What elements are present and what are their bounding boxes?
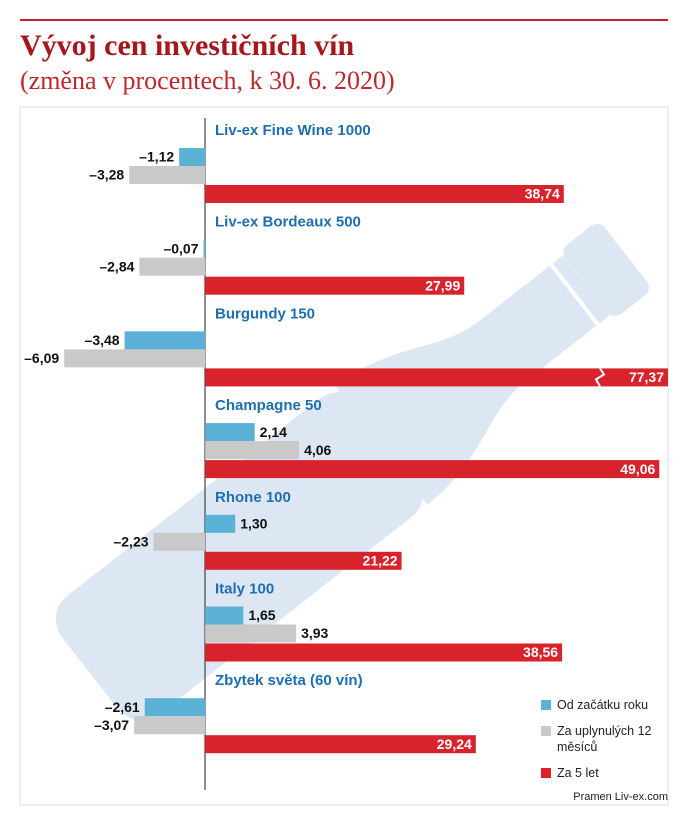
value-label: 21,22	[363, 553, 398, 569]
bar	[205, 460, 660, 479]
category-label: Zbytek světa (60 vín)	[215, 672, 363, 689]
bar	[179, 148, 206, 166]
category-label: Italy 100	[215, 580, 274, 597]
bar	[205, 735, 476, 754]
value-label: –0,07	[163, 240, 198, 256]
value-label: 38,56	[523, 644, 558, 660]
bar	[203, 239, 206, 258]
bar	[205, 606, 244, 625]
value-label: –2,23	[113, 534, 148, 550]
value-label: –2,84	[99, 258, 134, 274]
bar	[139, 257, 206, 276]
category-label: Liv-ex Bordeaux 500	[215, 214, 361, 231]
bar	[144, 698, 206, 717]
legend-item: Za uplynulých 12 měsíců	[541, 723, 667, 755]
chart-title: Vývoj cen investičních vín	[20, 29, 354, 62]
legend-label: Za uplynulých 12 měsíců	[557, 724, 652, 754]
value-label: 77,37	[629, 369, 664, 385]
bar	[205, 441, 300, 460]
value-label: 1,30	[240, 516, 267, 532]
value-label: –2,61	[105, 699, 140, 715]
bar	[124, 331, 206, 350]
axis-break	[594, 367, 606, 387]
legend-item: Za 5 let	[541, 765, 667, 781]
bar	[205, 368, 668, 387]
value-label: 49,06	[620, 461, 655, 477]
value-label: –3,28	[89, 167, 124, 183]
bar	[205, 514, 236, 533]
bar	[205, 551, 402, 570]
value-label: 27,99	[425, 277, 460, 293]
bar	[64, 349, 206, 368]
bar	[205, 276, 465, 295]
bar	[134, 716, 206, 735]
legend-swatch	[541, 726, 551, 736]
source: Pramen Liv-ex.com	[573, 791, 668, 803]
bar	[205, 643, 563, 662]
legend-item: Od začátku roku	[541, 697, 667, 713]
bar	[129, 166, 206, 184]
category-label: Liv-ex Fine Wine 1000	[215, 122, 371, 139]
bars	[64, 148, 668, 754]
plot-frame	[19, 106, 669, 806]
bar	[205, 624, 297, 643]
legend-swatch	[541, 700, 551, 710]
value-label: 1,65	[248, 607, 275, 623]
value-label: 4,06	[304, 442, 331, 458]
chart-subtitle: (změna v procentech, k 30. 6. 2020)	[20, 66, 395, 95]
bar	[205, 423, 255, 442]
value-label: –6,09	[24, 350, 59, 366]
value-label: 3,93	[301, 625, 328, 641]
value-label: 2,14	[260, 424, 287, 440]
value-label: –3,07	[94, 717, 129, 733]
value-label: –1,12	[139, 149, 174, 165]
legend-label: Za 5 let	[557, 766, 599, 780]
category-label: Champagne 50	[215, 397, 322, 414]
bar	[205, 185, 564, 203]
bar	[153, 532, 206, 551]
value-label: 38,74	[525, 186, 560, 202]
legend: Od začátku roku Za uplynulých 12 měsíců Za…	[541, 697, 667, 791]
legend-label: Od začátku roku	[557, 698, 649, 712]
category-label: Rhone 100	[215, 489, 291, 506]
value-label: 29,24	[437, 736, 472, 752]
category-label: Burgundy 150	[215, 305, 315, 322]
legend-swatch	[541, 768, 551, 778]
value-label: –3,48	[85, 332, 120, 348]
